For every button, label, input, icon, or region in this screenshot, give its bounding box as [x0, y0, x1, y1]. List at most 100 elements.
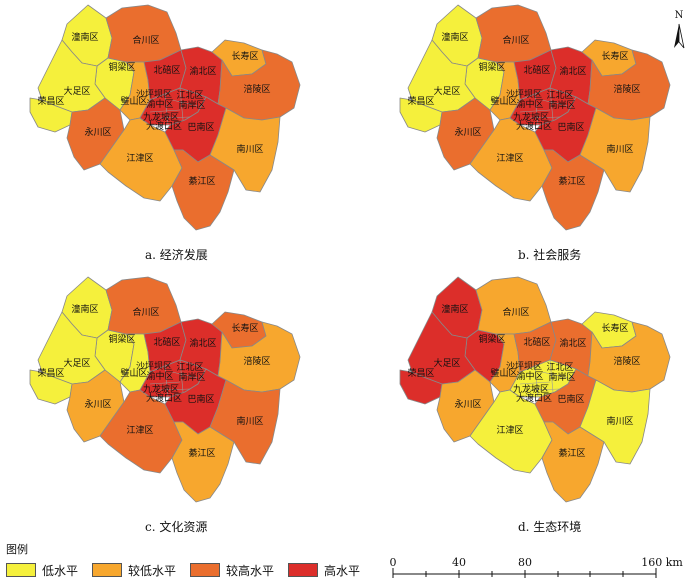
label-rongchang: 荣昌区 [37, 367, 64, 379]
label-qijiang: 綦江区 [558, 175, 585, 187]
label-changshou: 长寿区 [231, 322, 258, 334]
label-tongnan: 潼南区 [71, 31, 98, 43]
district-qijiang [171, 149, 235, 231]
label-hechuan: 合川区 [502, 306, 529, 318]
label-yuzhong: 渝中区 [146, 98, 173, 110]
label-shapingba: 沙坪坝区 [136, 361, 172, 372]
label-dadukou: 大渡口区 [146, 120, 182, 132]
label-jiulongpo: 九龙坡区 [513, 383, 549, 395]
district-qijiang [171, 421, 235, 503]
inner-district-boundary [519, 109, 551, 113]
label-yuzhong: 渝中区 [146, 370, 173, 382]
north-arrow-label: N [675, 10, 684, 21]
label-changshou: 长寿区 [601, 50, 628, 62]
inner-district-boundary [541, 99, 569, 107]
legend-item-mid-high: 较高水平 [190, 562, 274, 578]
label-jiangjin: 江津区 [496, 425, 523, 436]
legend-title: 图例 [6, 543, 28, 556]
inner-district-boundary [164, 93, 169, 126]
inner-district-boundary [171, 99, 199, 107]
legend-swatch-high [288, 563, 318, 577]
label-bishan: 璧山区 [490, 95, 517, 107]
label-shapingba: 沙坪坝区 [506, 361, 542, 372]
inner-district-boundary [529, 116, 561, 119]
district-hechuan [475, 276, 552, 335]
label-hechuan: 合川区 [132, 306, 159, 318]
label-tongliang: 铜梁区 [108, 333, 135, 345]
north-arrow-icon [674, 24, 679, 48]
inner-district-boundary [549, 359, 554, 393]
legend-item-low-mid: 较低水平 [92, 562, 176, 578]
legend-swatch-low [6, 563, 36, 577]
legend-item-high: 高水平 [288, 562, 360, 578]
legend-label-mid-high: 较高水平 [226, 563, 275, 578]
inner-district-boundary [179, 87, 184, 121]
label-nanan: 南岸区 [548, 99, 575, 111]
label-dazu: 大足区 [433, 85, 460, 97]
inner-district-boundary [519, 381, 551, 385]
label-dazu: 大足区 [63, 85, 90, 97]
scale-tick-0: 0 [390, 556, 397, 569]
district-hechuan [105, 276, 182, 335]
label-jiulongpo: 九龙坡区 [143, 111, 179, 123]
label-yubei: 渝北区 [189, 65, 216, 77]
label-dazu: 大足区 [63, 357, 90, 369]
legend-label-low: 低水平 [42, 563, 79, 578]
inner-district-boundary [549, 87, 554, 121]
label-yuzhong: 渝中区 [516, 370, 543, 382]
label-hechuan: 合川区 [132, 34, 159, 46]
label-jiulongpo: 九龙坡区 [143, 383, 179, 395]
district-qijiang [541, 421, 605, 503]
label-jiangbei: 江北区 [176, 362, 203, 373]
label-changshou: 长寿区 [231, 50, 258, 62]
label-jiulongpo: 九龙坡区 [513, 111, 549, 123]
label-banan: 巴南区 [187, 393, 214, 405]
label-banan: 巴南区 [557, 393, 584, 405]
district-hechuan [475, 4, 552, 63]
label-yubei: 渝北区 [559, 65, 586, 77]
label-beibei: 北碚区 [523, 64, 550, 76]
label-nanan: 南岸区 [178, 371, 205, 383]
inner-district-boundary [149, 109, 181, 113]
scale-bar: 0 40 80 160 km [390, 556, 683, 578]
inner-district-boundary [149, 381, 181, 385]
label-yongchuan: 永川区 [84, 126, 111, 138]
label-dadukou: 大渡口区 [516, 120, 552, 132]
label-dadukou: 大渡口区 [516, 392, 552, 404]
legend-item-low: 低水平 [6, 562, 78, 578]
inner-district-boundary [164, 365, 169, 398]
label-dadukou: 大渡口区 [146, 392, 182, 404]
label-jiangjin: 江津区 [496, 153, 523, 164]
label-jiangjin: 江津区 [126, 153, 153, 164]
label-nanchuan: 南川区 [606, 415, 633, 427]
label-qijiang: 綦江区 [558, 447, 585, 459]
label-nanchuan: 南川区 [236, 415, 263, 427]
inner-district-boundary [541, 371, 569, 379]
label-shapingba: 沙坪坝区 [506, 89, 542, 100]
label-qijiang: 綦江区 [188, 447, 215, 459]
label-qijiang: 綦江区 [188, 175, 215, 187]
label-fuling: 涪陵区 [613, 83, 640, 95]
label-changshou: 长寿区 [601, 322, 628, 334]
inner-district-boundary [179, 359, 184, 393]
inner-district-boundary [171, 371, 199, 379]
label-yongchuan: 永川区 [454, 398, 481, 410]
label-rongchang: 荣昌区 [407, 367, 434, 379]
label-fuling: 涪陵区 [243, 83, 270, 95]
label-rongchang: 荣昌区 [407, 95, 434, 107]
scale-tick-80: 80 [518, 556, 532, 569]
label-beibei: 北碚区 [153, 336, 180, 348]
legend-label-high: 高水平 [324, 563, 361, 578]
label-jiangjin: 江津区 [126, 425, 153, 436]
label-jiangbei: 江北区 [546, 362, 573, 373]
label-fuling: 涪陵区 [613, 355, 640, 367]
label-tongliang: 铜梁区 [478, 61, 505, 73]
label-jiangbei: 江北区 [546, 90, 573, 101]
label-rongchang: 荣昌区 [37, 95, 64, 107]
panel-a-caption: a. 经济发展 [145, 248, 208, 262]
inner-district-boundary [534, 93, 539, 126]
label-tongnan: 潼南区 [441, 303, 468, 315]
